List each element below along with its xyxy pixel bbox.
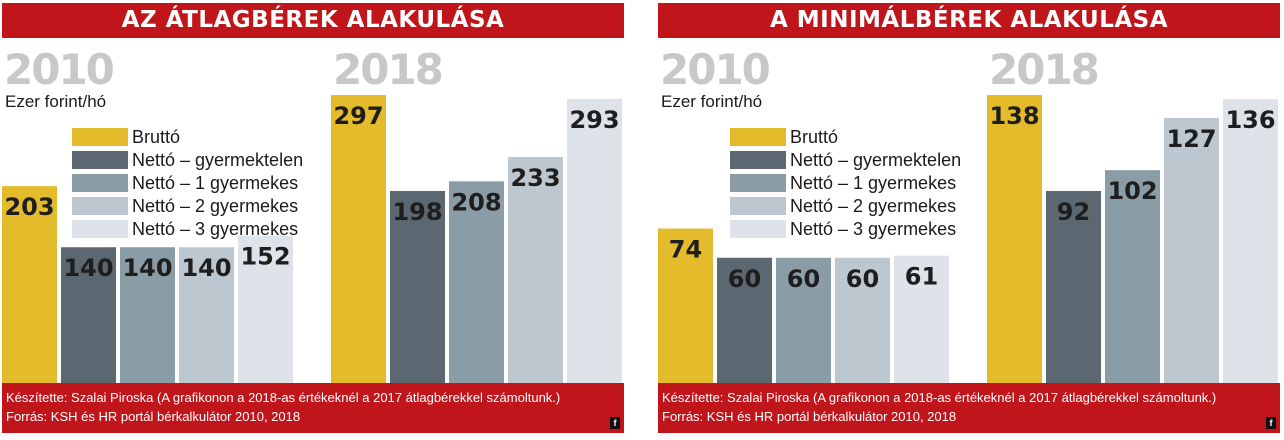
data-label-2018-series-3: 127 xyxy=(1166,125,1216,153)
credit-text: Készítette: Szalai Piroska (A grafikonon… xyxy=(6,390,561,405)
data-label-2018-series-3: 233 xyxy=(510,164,560,192)
legend-label-4: Nettó – 3 gyermekes xyxy=(132,219,298,239)
source-text: Forrás: KSH és HR portál bérkalkulátor 2… xyxy=(662,409,957,424)
panel-minimum-wages: A MINIMÁLBÉREK ALAKULÁSA 2010 2018 Ezer fo… xyxy=(658,0,1280,440)
year-label-2010: 2010 xyxy=(4,45,114,94)
legend-swatch-0 xyxy=(72,128,128,146)
legend-label-1: Nettó – gyermektelen xyxy=(132,150,303,170)
data-label-2010-series-3: 60 xyxy=(846,265,879,293)
legend-swatch-4 xyxy=(72,220,128,238)
bar-2018-series-1 xyxy=(1046,191,1101,383)
legend-swatch-0 xyxy=(730,128,786,146)
bar-2010-series-1 xyxy=(717,257,772,383)
year-label-2018: 2018 xyxy=(333,45,442,94)
bar-2010-series-4 xyxy=(894,255,949,383)
publisher-logo: f xyxy=(610,417,620,429)
chart-footer: Készítette: Szalai Piroska (A grafikonon… xyxy=(658,383,1280,433)
bar-2018-series-3 xyxy=(508,157,563,383)
legend-label-0: Bruttó xyxy=(790,127,838,147)
data-label-2018-series-2: 102 xyxy=(1107,177,1157,205)
data-label-2010-series-2: 60 xyxy=(787,265,820,293)
data-label-2010-series-3: 140 xyxy=(181,254,231,282)
bar-2018-series-4 xyxy=(567,98,622,383)
bar-2010-series-3 xyxy=(179,247,234,383)
legend-swatch-1 xyxy=(730,151,786,169)
legend-label-0: Bruttó xyxy=(132,127,180,147)
legend-swatch-2 xyxy=(730,174,786,192)
data-label-2010-series-4: 61 xyxy=(905,263,938,291)
chart-title: AZ ÁTLAGBÉREK ALAKULÁSA xyxy=(2,3,624,38)
legend-swatch-3 xyxy=(72,197,128,215)
bar-2018-series-2 xyxy=(449,181,504,383)
minimum-wages-chart: 2010 2018 Ezer forint/hó 74 60 60 60 61 138 92 102… xyxy=(658,45,1278,383)
data-label-2018-series-1: 92 xyxy=(1057,198,1090,226)
legend-label-3: Nettó – 2 gyermekes xyxy=(132,196,298,216)
legend-label-4: Nettó – 3 gyermekes xyxy=(790,219,956,239)
legend-label-1: Nettó – gyermektelen xyxy=(790,150,961,170)
data-label-2018-series-1: 198 xyxy=(392,198,442,226)
data-label-2018-series-2: 208 xyxy=(451,188,501,216)
bar-2018-series-3 xyxy=(1164,117,1219,383)
unit-label: Ezer forint/hó xyxy=(661,92,762,111)
data-label-2010-series-4: 152 xyxy=(240,243,290,271)
source-text: Forrás: KSH és HR portál bérkalkulátor 2… xyxy=(6,409,301,424)
legend-label-2: Nettó – 1 gyermekes xyxy=(790,173,956,193)
data-label-2018-series-4: 136 xyxy=(1225,106,1275,134)
bar-2010-series-4 xyxy=(238,235,293,383)
legend-swatch-2 xyxy=(72,174,128,192)
bar-2018-series-4 xyxy=(1223,99,1278,383)
bar-2018-series-2 xyxy=(1105,170,1160,383)
data-label-2010-series-0: 203 xyxy=(4,193,54,221)
bar-2018-series-0 xyxy=(987,95,1042,383)
bar-2010-series-3 xyxy=(835,257,890,383)
bar-2010-series-1 xyxy=(61,247,116,383)
data-label-2010-series-1: 140 xyxy=(63,254,113,282)
legend-swatch-1 xyxy=(72,151,128,169)
legend-swatch-4 xyxy=(730,220,786,238)
bar-2010-series-0 xyxy=(658,228,713,383)
data-label-2018-series-0: 138 xyxy=(989,102,1039,130)
chart-title: A MINIMÁLBÉREK ALAKULÁSA xyxy=(658,3,1280,38)
unit-label: Ezer forint/hó xyxy=(5,92,106,111)
bar-2010-series-0 xyxy=(2,186,57,383)
legend-swatch-3 xyxy=(730,197,786,215)
data-label-2010-series-1: 60 xyxy=(728,265,761,293)
data-label-2018-series-0: 297 xyxy=(333,102,383,130)
average-wages-chart: 2010 2018 Ezer forint/hó 203 140 140 140 152 297… xyxy=(2,45,622,383)
chart-footer: Készítette: Szalai Piroska (A grafikonon… xyxy=(2,383,624,433)
legend-label-2: Nettó – 1 gyermekes xyxy=(132,173,298,193)
year-label-2018: 2018 xyxy=(989,45,1098,94)
data-label-2018-series-4: 293 xyxy=(569,106,619,134)
bar-2018-series-1 xyxy=(390,191,445,383)
data-label-2010-series-0: 74 xyxy=(669,236,702,264)
panel-average-wages: AZ ÁTLAGBÉREK ALAKULÁSA 2010 2018 Ezer for… xyxy=(2,0,624,440)
year-label-2010: 2010 xyxy=(660,45,770,94)
publisher-logo: f xyxy=(1266,417,1276,429)
legend-label-3: Nettó – 2 gyermekes xyxy=(790,196,956,216)
credit-text: Készítette: Szalai Piroska (A grafikonon… xyxy=(662,390,1217,405)
bar-2018-series-0 xyxy=(331,95,386,383)
data-label-2010-series-2: 140 xyxy=(122,254,172,282)
bar-2010-series-2 xyxy=(776,257,831,383)
bar-2010-series-2 xyxy=(120,247,175,383)
